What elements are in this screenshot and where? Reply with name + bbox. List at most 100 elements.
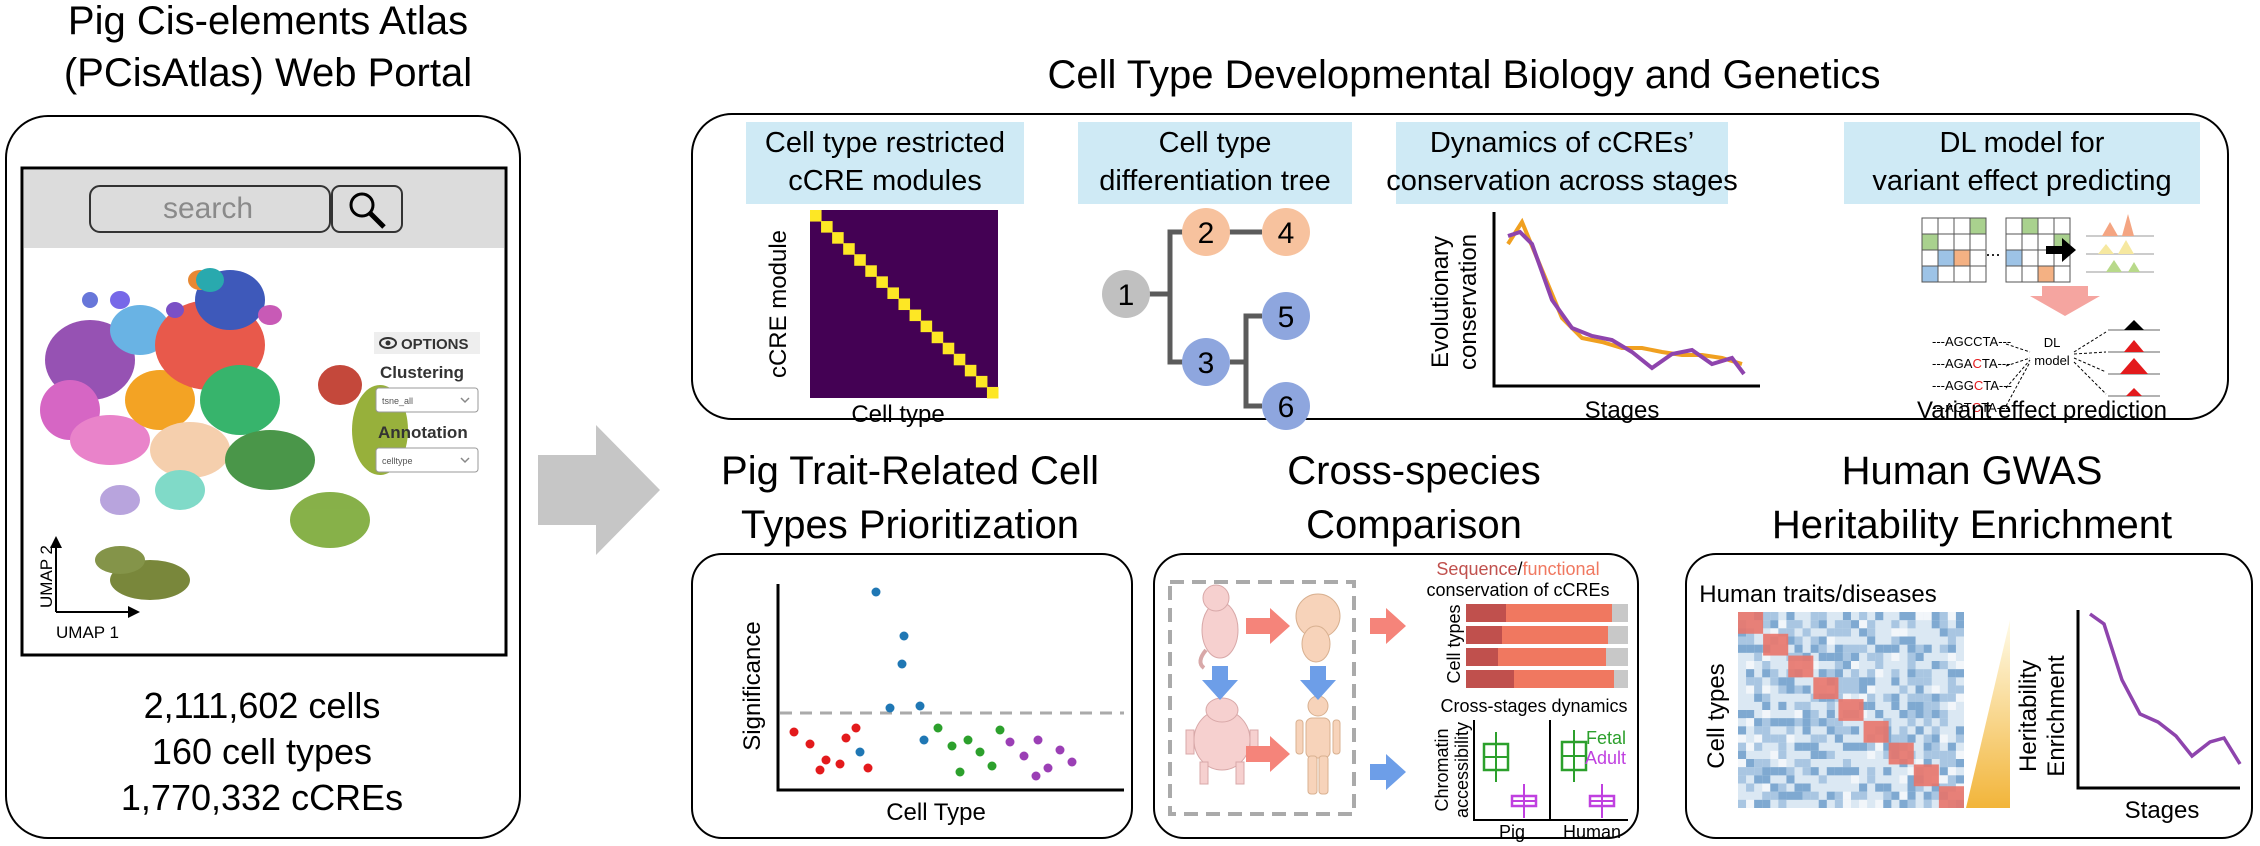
trait-point bbox=[947, 741, 957, 751]
heatmap-cell bbox=[1891, 791, 1900, 800]
heatmap-cell bbox=[1842, 652, 1851, 661]
heatmap-cell bbox=[1770, 628, 1779, 637]
tree-node bbox=[1182, 208, 1230, 256]
umap-cluster bbox=[200, 365, 280, 435]
heatmap-cell bbox=[1762, 767, 1771, 776]
module-diagonal bbox=[810, 210, 999, 399]
heatmap-cell bbox=[1883, 644, 1892, 653]
panel-header-line1: Cell type restricted bbox=[765, 127, 1005, 159]
umap-cluster bbox=[110, 305, 170, 355]
heatmap-cell bbox=[1754, 734, 1763, 743]
options-header[interactable] bbox=[374, 332, 480, 354]
heatmap-cell bbox=[1931, 742, 1940, 751]
heatmap-cell bbox=[1842, 620, 1851, 629]
dl-sequence: ---AGGCTA--- bbox=[1932, 378, 2012, 393]
tree-node-label: 1 bbox=[1118, 279, 1135, 312]
dl-sequence: ---AGCCTA--- bbox=[1932, 334, 2011, 349]
grid-cell bbox=[2005, 217, 2023, 235]
heatmap-cell bbox=[1947, 652, 1956, 661]
heatmap-cell bbox=[1802, 767, 1811, 776]
heatmap-cell bbox=[1842, 677, 1851, 686]
heatmap-cell bbox=[1947, 677, 1956, 686]
grid-cell bbox=[2005, 249, 2023, 267]
heatmap-cell bbox=[1762, 620, 1771, 629]
heatmap-cell bbox=[1859, 791, 1868, 800]
heatmap-cell bbox=[1754, 775, 1763, 784]
search-icon bbox=[349, 192, 386, 229]
heatmap-cell bbox=[1738, 775, 1747, 784]
heatmap-cell bbox=[1738, 750, 1747, 759]
heatmap-cell bbox=[1851, 677, 1860, 686]
heatmap-cell bbox=[1778, 701, 1787, 710]
heatmap-cell bbox=[1834, 685, 1843, 694]
annotation-select[interactable] bbox=[375, 447, 479, 473]
heatmap-cell bbox=[1851, 791, 1860, 800]
heatmap-cell bbox=[1883, 742, 1892, 751]
conservation-axes bbox=[1492, 212, 1760, 388]
heatmap-cell bbox=[1802, 759, 1811, 768]
grid-cell bbox=[2053, 217, 2071, 235]
eye-icon bbox=[379, 337, 397, 349]
heatmap-cell bbox=[1786, 791, 1795, 800]
heatmap-cell bbox=[1931, 701, 1940, 710]
heatmap-cell bbox=[1867, 767, 1876, 776]
heatmap-cell bbox=[1818, 750, 1827, 759]
trait-point bbox=[863, 763, 873, 773]
tree-node-label: 4 bbox=[1278, 217, 1295, 250]
clustering-label: Clustering bbox=[380, 363, 464, 382]
adult-pig-icon bbox=[1185, 697, 1259, 785]
umap-cluster bbox=[290, 492, 370, 548]
heatmap-cell bbox=[1810, 636, 1819, 645]
heatmap-cell bbox=[1859, 799, 1868, 808]
heatmap-cell bbox=[1778, 750, 1787, 759]
heatmap-cell bbox=[1762, 718, 1771, 727]
grid-cell bbox=[1969, 249, 1987, 267]
heatmap-cell bbox=[1762, 710, 1771, 719]
chevron-down-icon bbox=[460, 397, 470, 404]
heatmap-cell bbox=[1867, 685, 1876, 694]
heatmap-cell bbox=[1754, 742, 1763, 751]
heatmap-cell bbox=[1899, 799, 1908, 808]
tree-panel: Cell type differentiation tree 1 2 4 3 5… bbox=[1078, 122, 1352, 430]
cons-bar-func bbox=[1502, 626, 1608, 644]
heatmap-cell bbox=[1770, 734, 1779, 743]
heatmap-cell bbox=[1939, 612, 1948, 621]
heatmap-cell bbox=[1738, 726, 1747, 735]
search-input[interactable] bbox=[89, 185, 331, 233]
heatmap-diag-block bbox=[1888, 742, 1914, 765]
search-button[interactable] bbox=[331, 185, 403, 233]
grid-cell bbox=[1937, 265, 1955, 283]
heatmap-cell bbox=[1762, 791, 1771, 800]
module-block bbox=[975, 375, 988, 388]
heatmap-cell bbox=[1810, 661, 1819, 670]
cons-bar-func bbox=[1498, 648, 1606, 666]
trait-frame bbox=[691, 553, 1133, 839]
grid-cell bbox=[1921, 249, 1939, 267]
heatmap-cell bbox=[1923, 799, 1932, 808]
heatmap-cell bbox=[1907, 791, 1916, 800]
heatmap-cell bbox=[1923, 742, 1932, 751]
heatmap-cell bbox=[1907, 661, 1916, 670]
umap-cluster bbox=[82, 292, 98, 308]
heatmap-cell bbox=[1754, 685, 1763, 694]
heatmap-cell bbox=[1754, 644, 1763, 653]
heatmap-cell bbox=[1907, 612, 1916, 621]
trait-section: Pig Trait-Related Cell Types Prioritizat… bbox=[691, 449, 1133, 839]
heatmap-cell bbox=[1955, 669, 1964, 678]
heatmap-cell bbox=[1826, 669, 1835, 678]
cons-bar-seq bbox=[1466, 626, 1502, 644]
tree-node-label: 5 bbox=[1278, 301, 1295, 334]
heatmap-cell bbox=[1810, 612, 1819, 621]
heatmap-cell bbox=[1786, 726, 1795, 735]
heatmap-cell bbox=[1955, 693, 1964, 702]
heatmap-cell bbox=[1746, 783, 1755, 792]
heatmap-cell bbox=[1762, 783, 1771, 792]
heatmap-cell bbox=[1834, 799, 1843, 808]
heatmap-cell bbox=[1778, 783, 1787, 792]
heatmap-cell bbox=[1746, 644, 1755, 653]
heatmap-cell bbox=[1907, 799, 1916, 808]
clustering-select[interactable] bbox=[375, 387, 479, 413]
heatmap-cell bbox=[1907, 718, 1916, 727]
heatmap-cell bbox=[1947, 644, 1956, 653]
heatmap-cell bbox=[1939, 710, 1948, 719]
